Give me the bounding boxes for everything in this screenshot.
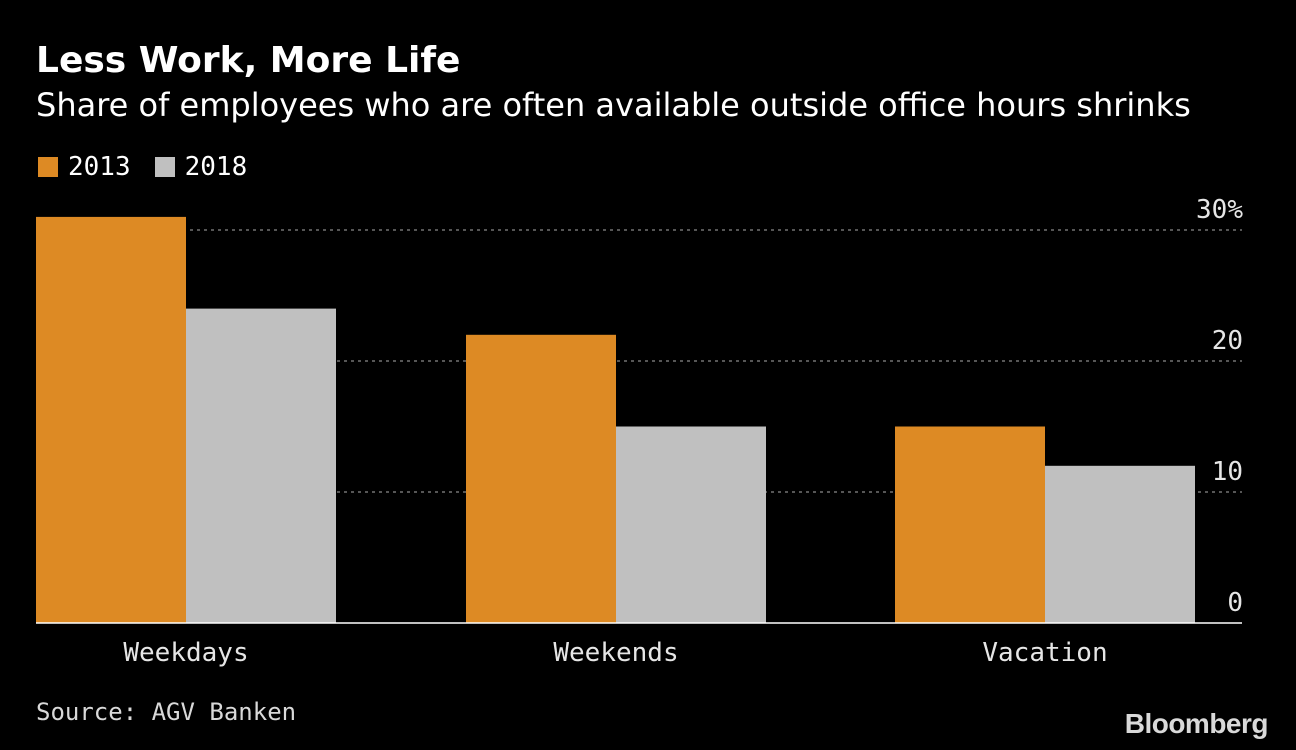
- chart-title: Less Work, More Life: [36, 40, 461, 81]
- x-category-label-weekends: Weekends: [553, 638, 678, 668]
- legend: 2013 2018: [38, 152, 247, 182]
- legend-swatch-2013: [38, 157, 58, 177]
- bar-vacation-2013: [895, 426, 1045, 623]
- legend-label-2013: 2013: [68, 152, 131, 182]
- legend-label-2018: 2018: [184, 152, 248, 182]
- y-tick-label-30: 30%: [1196, 195, 1243, 225]
- y-tick-label-10: 10: [1212, 457, 1243, 487]
- x-category-label-vacation: Vacation: [982, 638, 1107, 668]
- bar-weekends-2013: [466, 334, 616, 623]
- brand-logo: Bloomberg: [1124, 708, 1269, 739]
- y-tick-label-20: 20: [1212, 326, 1243, 356]
- legend-item-2013: 2013: [38, 152, 131, 182]
- chart-subtitle: Share of employees who are often availab…: [36, 86, 1191, 124]
- bar-weekdays-2018: [186, 308, 336, 623]
- source-note: Source: AGV Banken: [36, 698, 297, 726]
- x-category-label-weekdays: Weekdays: [123, 638, 248, 668]
- legend-swatch-2018: [154, 157, 175, 177]
- bar-weekdays-2013: [36, 216, 186, 623]
- bar-vacation-2018: [1045, 465, 1195, 623]
- bar-weekends-2018: [616, 426, 766, 623]
- legend-item-2018: 2018: [154, 152, 248, 182]
- y-tick-label-0: 0: [1227, 588, 1243, 618]
